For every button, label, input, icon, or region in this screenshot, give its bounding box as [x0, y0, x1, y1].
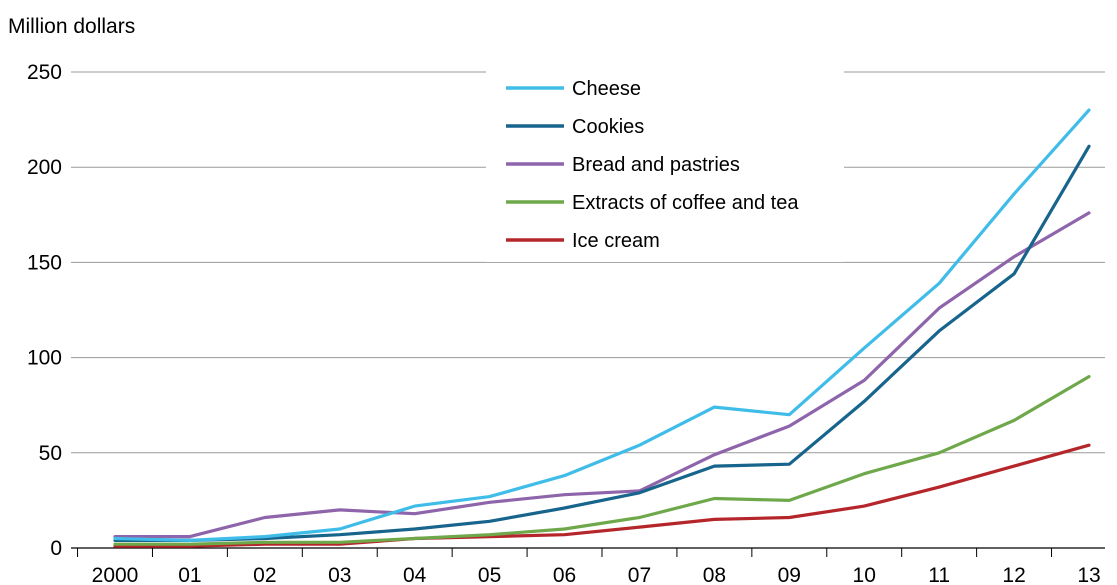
x-tick-label: 05: [478, 564, 501, 585]
legend-label: Cookies: [572, 116, 644, 138]
x-tick-label: 2000: [92, 564, 139, 585]
x-tick-label: 02: [253, 564, 276, 585]
series-line-extracts-of-coffee-and-tea: [113, 375, 1091, 546]
series-line-ice-cream: [113, 443, 1091, 548]
y-axis-ticks: 0 50 100 150 200 250: [27, 61, 62, 560]
series-line-bread-and-pastries: [113, 211, 1091, 539]
y-tick-label: 200: [27, 156, 62, 179]
series-lines: [113, 108, 1091, 548]
y-tick-label: 250: [27, 61, 62, 84]
x-tick-label: 12: [1002, 564, 1025, 585]
legend-label: Extracts of coffee and tea: [572, 192, 799, 214]
x-tick-label: 06: [553, 564, 576, 585]
x-tick-label: 03: [328, 564, 351, 585]
legend-label: Cheese: [572, 78, 641, 100]
y-tick-label: 50: [39, 442, 62, 465]
x-axis: 2000 01 02 03 04 05 06 07 08 09 10 11 12 13: [71, 547, 1105, 585]
x-tick-label: 01: [178, 564, 201, 585]
y-tick-label: 100: [27, 347, 62, 370]
x-tick-label: 08: [703, 564, 726, 585]
x-tick-label: 10: [853, 564, 876, 585]
y-tick-label: 0: [50, 537, 62, 560]
x-tick-label: 11: [928, 564, 950, 585]
legend: Cheese Cookies Bread and pastries Extracts …: [506, 78, 799, 252]
legend-label: Bread and pastries: [572, 154, 740, 176]
x-tick-label: 09: [778, 564, 801, 585]
y-axis-title: Million dollars: [8, 15, 135, 38]
x-tick-label: 07: [628, 564, 651, 585]
legend-label: Ice cream: [572, 230, 660, 252]
series-line-cookies: [113, 144, 1091, 543]
y-tick-label: 150: [27, 251, 62, 274]
x-tick-label: 04: [403, 564, 427, 585]
x-tick-label: 13: [1077, 564, 1100, 585]
series-line-cheese: [113, 108, 1091, 543]
